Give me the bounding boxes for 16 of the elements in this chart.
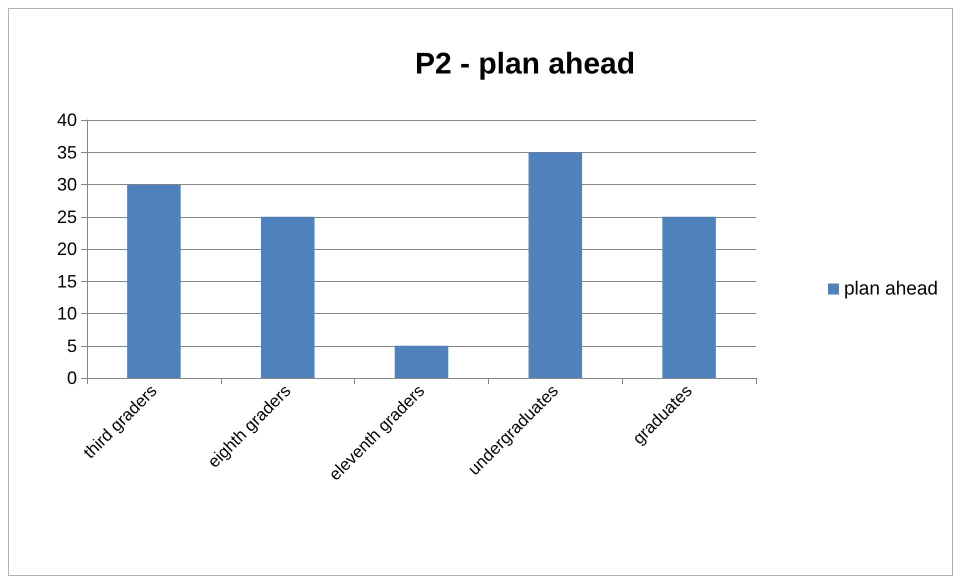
y-tick-label: 25: [56, 206, 77, 227]
chart-title: P2 - plan ahead: [414, 48, 636, 80]
y-tick-label: 40: [56, 110, 77, 130]
bar: [260, 216, 314, 378]
bar: [662, 216, 716, 378]
y-tick-label: 15: [56, 271, 77, 292]
y-tick-label: 0: [66, 368, 77, 388]
legend-label: plan ahead: [844, 278, 938, 300]
y-tick-label: 20: [56, 239, 77, 259]
bar: [127, 184, 181, 378]
bar: [528, 152, 582, 378]
y-tick-label: 5: [66, 336, 77, 356]
y-tick-label: 30: [56, 174, 77, 194]
y-tick-label: 35: [56, 142, 77, 162]
bar: [394, 346, 448, 378]
y-tick-label: 10: [56, 304, 77, 324]
